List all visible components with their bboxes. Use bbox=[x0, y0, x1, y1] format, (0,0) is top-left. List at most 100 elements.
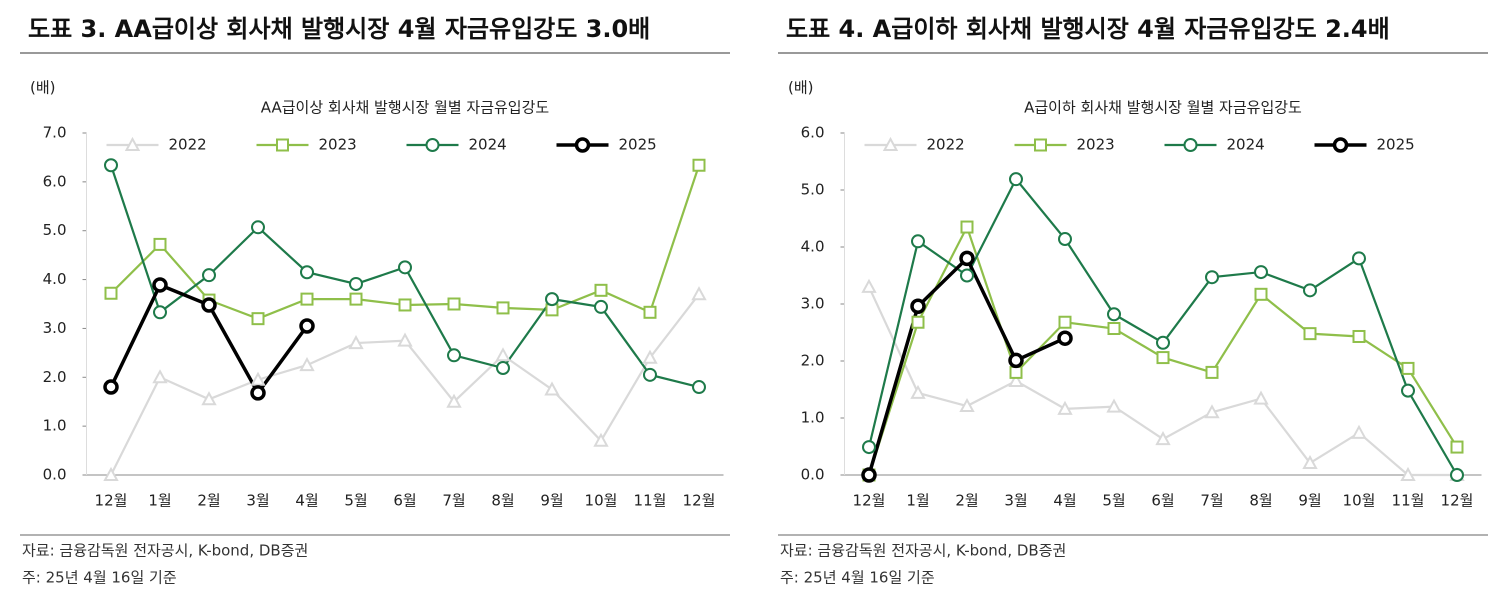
x-tick-label: 2월 bbox=[197, 492, 220, 510]
data-point bbox=[153, 237, 167, 251]
legend-label: 2023 bbox=[1077, 136, 1115, 154]
source: 자료: 금융감독원 전자공시, K-bond, DB증권 bbox=[22, 542, 308, 560]
data-point bbox=[1450, 440, 1464, 454]
figure-title: 도표 4. A급이하 회사채 발행시장 4월 자금유입강도 2.4배 bbox=[786, 15, 1390, 43]
x-tick-label: 4월 bbox=[295, 492, 318, 510]
x-tick-label: 8월 bbox=[491, 492, 514, 510]
data-point bbox=[152, 369, 168, 384]
series-line bbox=[868, 286, 1457, 477]
x-tick-label: 5월 bbox=[1102, 492, 1125, 510]
data-point bbox=[1107, 307, 1121, 322]
data-point bbox=[349, 292, 363, 306]
data-point bbox=[1008, 372, 1024, 387]
x-tick-label: 10월 bbox=[1343, 492, 1376, 510]
legend-marker bbox=[124, 136, 141, 151]
data-point bbox=[1057, 330, 1073, 346]
legend-marker bbox=[1332, 137, 1349, 153]
data-point bbox=[300, 265, 314, 280]
x-tick-label: 9월 bbox=[1298, 492, 1321, 510]
data-point bbox=[1009, 172, 1023, 187]
x-tick-label: 3월 bbox=[246, 492, 269, 510]
x-tick-label: 12월 bbox=[95, 492, 128, 510]
data-point bbox=[1205, 270, 1219, 285]
series-line bbox=[867, 255, 1066, 476]
x-tick-label: 11월 bbox=[1392, 492, 1425, 510]
data-point bbox=[911, 315, 925, 329]
data-point bbox=[447, 297, 461, 311]
y-tick-label: 0.0 bbox=[801, 466, 825, 484]
x-tick-label: 7월 bbox=[1200, 492, 1223, 510]
data-point bbox=[103, 379, 119, 395]
series-line bbox=[110, 164, 701, 320]
y-tick-label: 3.0 bbox=[43, 319, 67, 337]
data-point bbox=[544, 381, 560, 396]
data-point bbox=[1303, 327, 1317, 341]
x-tick-label: 11월 bbox=[634, 492, 667, 510]
data-point bbox=[593, 432, 609, 447]
x-tick-label: 1월 bbox=[906, 492, 929, 510]
data-point bbox=[153, 305, 167, 320]
data-point bbox=[201, 391, 217, 406]
source: 자료: 금융감독원 전자공시, K-bond, DB증권 bbox=[780, 542, 1066, 560]
data-point bbox=[1205, 365, 1219, 379]
data-point bbox=[104, 286, 118, 300]
y-tick-label: 6.0 bbox=[801, 124, 825, 142]
data-point bbox=[1008, 352, 1024, 369]
data-point bbox=[643, 367, 657, 382]
data-point bbox=[594, 283, 608, 297]
data-point bbox=[152, 277, 168, 293]
data-point bbox=[1009, 365, 1023, 379]
data-point bbox=[496, 361, 510, 376]
legend-label: 2025 bbox=[619, 136, 657, 154]
data-point bbox=[398, 298, 412, 312]
y-tick-label: 0.0 bbox=[43, 466, 67, 484]
data-point bbox=[911, 234, 925, 249]
data-point bbox=[1106, 398, 1122, 413]
data-point bbox=[1400, 466, 1416, 481]
data-point bbox=[1352, 329, 1366, 343]
data-point bbox=[103, 466, 119, 481]
data-point bbox=[910, 298, 926, 315]
y-tick-label: 2.0 bbox=[43, 368, 67, 386]
data-point bbox=[1155, 431, 1171, 446]
data-point bbox=[960, 268, 974, 283]
chart-title: AA급이상 회사채 발행시장 월별 자금유입강도 bbox=[261, 99, 550, 117]
data-point bbox=[349, 276, 363, 291]
chart-title: A급이하 회사채 발행시장 월별 자금유입강도 bbox=[1024, 99, 1302, 117]
data-point bbox=[398, 260, 412, 275]
data-point bbox=[1107, 322, 1121, 336]
legend-marker bbox=[276, 138, 289, 152]
legend-label: 2024 bbox=[469, 136, 507, 154]
data-point bbox=[251, 220, 265, 235]
series-line bbox=[867, 177, 1458, 476]
data-point bbox=[643, 305, 657, 319]
data-point bbox=[642, 349, 658, 364]
data-point bbox=[959, 397, 975, 413]
x-tick-label: 1월 bbox=[148, 492, 171, 510]
y-tick-label: 1.0 bbox=[43, 417, 67, 435]
y-tick-label: 1.0 bbox=[801, 409, 825, 427]
note: 주: 25년 4월 16일 기준 bbox=[22, 569, 177, 587]
y-tick-label: 3.0 bbox=[801, 295, 825, 313]
x-tick-label: 2월 bbox=[955, 492, 978, 510]
y-tick-label: 2.0 bbox=[801, 352, 825, 370]
data-point bbox=[1254, 265, 1268, 280]
x-tick-label: 12월 bbox=[1441, 492, 1474, 510]
data-point bbox=[1253, 390, 1269, 405]
y-tick-label: 5.0 bbox=[43, 221, 67, 239]
data-point bbox=[1401, 383, 1415, 398]
data-point bbox=[251, 312, 265, 326]
data-point bbox=[299, 318, 315, 334]
data-point bbox=[1351, 424, 1367, 439]
data-point bbox=[692, 380, 706, 395]
legend-label: 2022 bbox=[927, 136, 965, 154]
data-point bbox=[496, 301, 510, 315]
y-tick-label: 5.0 bbox=[801, 181, 825, 199]
legend-marker bbox=[425, 138, 440, 152]
data-point bbox=[1058, 232, 1072, 247]
y-tick-label: 6.0 bbox=[43, 172, 67, 190]
x-tick-label: 4월 bbox=[1053, 492, 1076, 510]
data-point bbox=[1401, 361, 1415, 375]
x-tick-label: 10월 bbox=[585, 492, 618, 510]
